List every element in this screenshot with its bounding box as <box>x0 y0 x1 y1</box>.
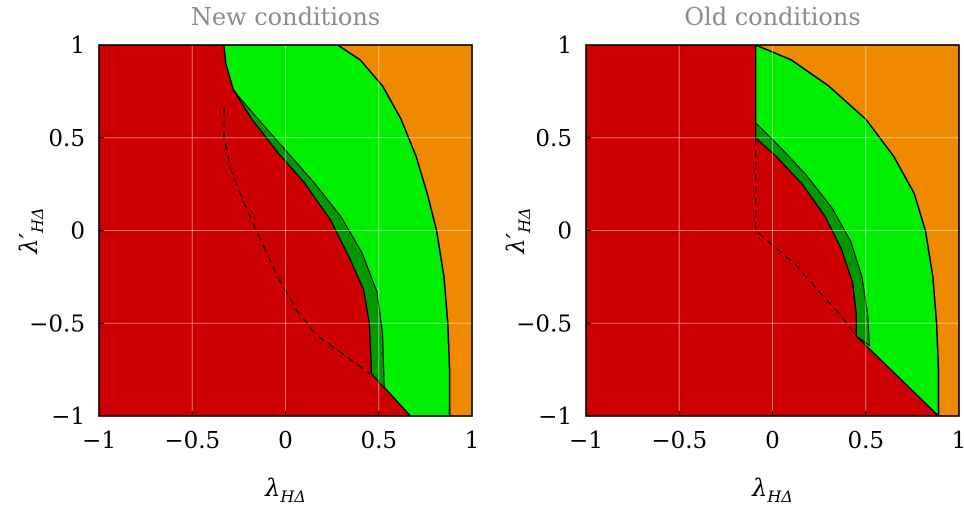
y-tick-label: 1 <box>70 33 85 59</box>
y-tick-label: −0.5 <box>516 311 572 337</box>
x-tick-label: −1 <box>569 428 603 454</box>
x-axis-label: λHΔ <box>264 474 306 506</box>
orange-boundary-line <box>337 45 451 416</box>
chart-panel-2: −1 −0.5 0 0.5 1 −1 −0.5 0 0.5 1 Old conditions λHΔ λ… <box>502 3 964 506</box>
x-tick-label: −1 <box>82 428 116 454</box>
x-tick-label: −0.5 <box>164 428 220 454</box>
dark-green-region <box>755 122 871 347</box>
x-tick-label: 1 <box>952 428 964 454</box>
x-tick-label: 0 <box>765 428 780 454</box>
chart-title: New conditions <box>191 3 380 31</box>
x-tick-label: −0.5 <box>651 428 707 454</box>
x-tick-label: 0.5 <box>360 428 397 454</box>
y-tick-label: −0.5 <box>29 311 85 337</box>
y-tick-label: −1 <box>51 404 85 430</box>
orange-region <box>755 45 959 416</box>
y-tick-label: −1 <box>538 404 572 430</box>
y-tick-label: 0.5 <box>48 126 85 152</box>
chart-title: Old conditions <box>684 3 860 31</box>
dashed-curve <box>223 108 370 374</box>
y-tick-label: 1 <box>557 33 572 59</box>
orange-boundary-line <box>755 45 940 416</box>
dashed-curve <box>755 137 857 337</box>
y-axis-label: λ′HΔ <box>15 207 47 254</box>
y-tick-label: 0 <box>70 219 85 245</box>
x-tick-label: 0.5 <box>847 428 884 454</box>
x-tick-label: 0 <box>278 428 293 454</box>
y-tick-label: 0 <box>557 219 572 245</box>
x-tick-label: 1 <box>465 428 480 454</box>
x-axis-label: λHΔ <box>751 474 793 506</box>
orange-region <box>337 45 472 416</box>
chart-panel-1: −1 −0.5 0 0.5 1 −1 −0.5 0 0.5 1 New conditions λHΔ λ… <box>15 3 479 506</box>
y-tick-label: 0.5 <box>535 126 572 152</box>
dark-green-region <box>232 88 385 389</box>
y-axis-label: λ′HΔ <box>502 207 534 254</box>
